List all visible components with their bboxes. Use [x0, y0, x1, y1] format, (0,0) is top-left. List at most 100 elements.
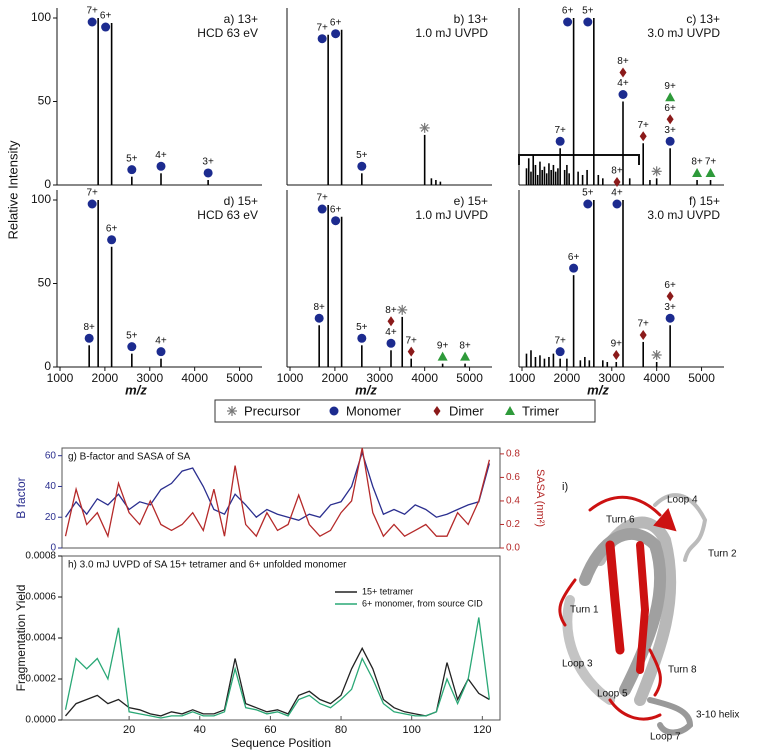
y-tick-label: 20 — [45, 512, 57, 523]
y-tick-label: 60 — [45, 450, 57, 461]
ion-label: 6+ — [568, 252, 580, 263]
ion-label: 5+ — [582, 188, 594, 199]
ion-marker — [612, 349, 620, 360]
y-tick-label: 50 — [38, 276, 52, 290]
x-tick-label: 100 — [403, 724, 421, 736]
y-tick-label: 0 — [50, 543, 56, 554]
ion-label: 8+ — [313, 302, 325, 313]
y-tick-label: 0.0002 — [25, 674, 56, 685]
region-label: Turn 1 — [570, 605, 599, 616]
y2-tick-label: 0.6 — [506, 472, 520, 483]
y-tick-label: 100 — [31, 192, 51, 206]
asterisk-stroke — [228, 407, 236, 415]
asterisk-stroke — [398, 305, 407, 314]
y-axis-label: B factor — [14, 477, 28, 518]
region-label: Turn 2 — [708, 549, 737, 560]
ion-marker — [331, 216, 341, 226]
panel-title: 3.0 mJ UVPD — [647, 208, 720, 222]
ion-marker — [612, 199, 622, 209]
y-tick-label: 0.0004 — [25, 633, 56, 644]
y-axis-label: Fragmentation Yield — [14, 585, 28, 692]
ion-marker — [84, 333, 94, 343]
ion-label: 6+ — [106, 223, 118, 234]
ion-marker — [437, 351, 448, 361]
plot-frame — [61, 555, 501, 721]
ion-label: 9+ — [437, 340, 449, 351]
ion-marker — [583, 17, 593, 27]
x-tick-label: 60 — [264, 724, 276, 736]
ion-label: 5+ — [126, 330, 138, 341]
plot-frame — [61, 447, 501, 549]
legend-label: 6+ monomer, from source CID — [362, 598, 483, 608]
ion-label: 8+ — [617, 56, 629, 67]
x-tick-label: 5000 — [226, 371, 253, 385]
panel-title: 1.0 mJ UVPD — [415, 26, 488, 40]
region-label: Loop 7 — [650, 732, 681, 743]
panel-title: e) 15+ — [454, 194, 488, 208]
x-tick-label: 5000 — [688, 371, 715, 385]
panel-title: a) 13+ — [224, 12, 258, 26]
ion-label: 8+ — [691, 157, 703, 168]
ion-marker — [665, 92, 676, 102]
region-label: 3-10 helix — [696, 710, 739, 721]
panel-title: c) 13+ — [686, 12, 720, 26]
y-tick-label: 100 — [31, 10, 51, 24]
region-label: Turn 8 — [668, 665, 697, 676]
y-tick-label: 0 — [44, 177, 51, 191]
ion-label: 9+ — [611, 339, 623, 350]
x-tick-label: 120 — [473, 724, 491, 736]
ion-label: 7+ — [637, 319, 649, 330]
ion-label: 8+ — [459, 340, 471, 351]
region-label: Loop 5 — [597, 689, 628, 700]
ion-marker — [705, 167, 716, 177]
protein-structure — [558, 493, 708, 736]
ion-marker — [227, 406, 237, 416]
ion-label: 6+ — [330, 17, 342, 28]
ion-marker — [505, 406, 515, 415]
ion-label: 8+ — [83, 322, 95, 333]
ion-marker — [387, 316, 395, 327]
y-tick-label: 0.0008 — [25, 551, 56, 562]
ion-marker — [651, 166, 662, 177]
ion-marker — [331, 29, 341, 39]
x-axis-label: m/z — [587, 382, 609, 397]
ion-label: 5+ — [582, 6, 594, 17]
x-tick-label: 2000 — [322, 371, 349, 385]
ion-marker — [563, 17, 573, 27]
y-axis-label: Relative Intensity — [5, 140, 20, 239]
y2-axis-label: SASA (nm²) — [534, 469, 546, 527]
ion-marker — [639, 131, 647, 142]
ion-label: 6+ — [664, 280, 676, 291]
ion-label: 6+ — [100, 11, 112, 22]
y2-tick-label: 0.2 — [506, 519, 520, 530]
y-tick-label: 0.0000 — [25, 715, 56, 726]
ion-marker — [618, 90, 628, 99]
ion-label: 7+ — [554, 125, 566, 136]
ion-marker — [665, 313, 675, 323]
panel-label: i) — [562, 481, 568, 493]
ion-label: 3+ — [664, 302, 676, 313]
ion-marker — [127, 165, 137, 175]
ion-label: 5+ — [126, 153, 138, 164]
ion-label: 6+ — [330, 204, 342, 215]
panel-title: b) 13+ — [454, 12, 488, 26]
ion-marker — [87, 17, 97, 27]
ion-marker — [156, 161, 166, 171]
panel-title: h) 3.0 mJ UVPD of SA 15+ tetramer and 6+… — [68, 560, 347, 571]
ion-marker — [666, 291, 674, 302]
series-line — [64, 447, 491, 539]
asterisk-stroke — [652, 351, 661, 359]
series-line — [64, 617, 491, 719]
x-tick-label: 4000 — [181, 371, 208, 385]
ion-label: 8+ — [611, 166, 623, 177]
ion-marker — [386, 338, 396, 348]
x-tick-label: 40 — [194, 724, 206, 736]
x-tick-label: 3000 — [598, 371, 625, 385]
ion-marker — [314, 313, 324, 323]
x-axis-label: Sequence Position — [231, 736, 331, 750]
ion-marker — [101, 22, 111, 32]
x-tick-label: 1000 — [47, 371, 74, 385]
ion-marker — [407, 346, 415, 357]
ion-marker — [639, 329, 647, 340]
x-tick-label: 2000 — [554, 371, 581, 385]
